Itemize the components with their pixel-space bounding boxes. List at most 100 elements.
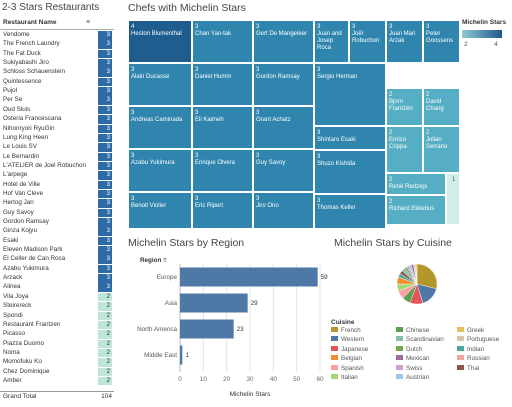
legend-item[interactable]: Russian xyxy=(457,355,490,363)
table-row[interactable]: Vendome 3 xyxy=(0,31,114,40)
table-row[interactable]: Vila Joya 2 xyxy=(0,292,114,302)
table-row[interactable]: Quintessence 3 xyxy=(0,77,114,87)
table-row[interactable]: Nihonryori RyuGin 3 xyxy=(0,124,114,134)
treemap-cell[interactable]: 3 Eli Kaimeh xyxy=(192,106,253,149)
treemap-cell[interactable]: 3 Eric Ripert xyxy=(192,192,253,229)
treemap-cell[interactable]: 3 Sergio Herman xyxy=(314,63,386,126)
table-row[interactable]: The French Laundry 3 xyxy=(0,40,114,49)
treemap-cell[interactable]: 2 Richard Ekkebus xyxy=(386,195,446,225)
bar[interactable] xyxy=(180,319,234,339)
pie-slice[interactable] xyxy=(415,263,418,285)
sort-icon[interactable]: ≡ xyxy=(86,19,91,26)
table-row[interactable]: Piazza Duomo 2 xyxy=(0,339,114,349)
treemap-cell[interactable]: 1 xyxy=(446,173,460,225)
treemap-cell[interactable]: 3 Alain Ducasse xyxy=(128,63,192,106)
table-row[interactable]: Chez Dominique 2 xyxy=(0,367,114,377)
cell-stars: 3 xyxy=(195,153,199,159)
treemap-cell[interactable]: 3 Benoit Violier xyxy=(128,192,192,229)
table-row[interactable]: Noma 2 xyxy=(0,348,114,358)
legend-item[interactable]: French xyxy=(331,327,361,335)
table-row[interactable]: Spondi 2 xyxy=(0,311,114,321)
table-row[interactable]: Per Se 3 xyxy=(0,96,114,105)
treemap-cell[interactable]: 3 Peter Goossens xyxy=(423,20,460,63)
table-row[interactable]: Pujol 3 xyxy=(0,87,114,96)
table-row[interactable]: El Celler de Can Roca 3 xyxy=(0,255,114,264)
pie-slice[interactable] xyxy=(416,263,438,290)
treemap-cell[interactable]: 3 Chan Yan-tak xyxy=(192,20,253,63)
table-row[interactable]: Esaki 3 xyxy=(0,236,114,246)
table-row[interactable]: Schloss Schauenstein 3 xyxy=(0,68,114,77)
legend-item[interactable]: Scandinavian xyxy=(396,336,444,344)
legend-item[interactable]: Italian xyxy=(331,374,358,382)
restaurant-name-header[interactable]: Restaurant Name xyxy=(3,19,57,26)
treemap-cell[interactable]: 3 Azabu Yukimura xyxy=(128,149,192,192)
table-row[interactable]: L'ATELIER de Joel Robuchon 3 xyxy=(0,161,114,171)
table-row[interactable]: L'arpege 3 xyxy=(0,171,114,180)
star-count: 3 xyxy=(98,115,112,124)
treemap-cell[interactable]: 2 Enrico Crippa xyxy=(386,126,423,173)
legend-item[interactable]: Dutch xyxy=(396,345,423,354)
legend-label: Greek xyxy=(467,327,485,334)
table-row[interactable]: The Fat Duck 3 xyxy=(0,49,114,59)
legend-item[interactable]: Austrian xyxy=(396,374,429,382)
data-label: 23 xyxy=(237,326,245,333)
legend-item[interactable]: Chinese xyxy=(396,327,429,335)
table-row[interactable]: Guy Savoy 3 xyxy=(0,208,114,218)
treemap-cell[interactable]: 3 Guy Savoy xyxy=(253,149,314,192)
treemap-cell[interactable]: 3 Thomas Keller xyxy=(314,194,386,229)
bar[interactable] xyxy=(180,293,248,313)
table-row[interactable]: Amber 2 xyxy=(0,376,114,386)
table-row[interactable]: Eleven Madison Park 3 xyxy=(0,246,114,255)
table-row[interactable]: Hotel de Ville 3 xyxy=(0,180,114,190)
table-row[interactable]: Le Louis SV 3 xyxy=(0,143,114,152)
treemap-cell[interactable]: 3 Jiro Ono xyxy=(253,192,314,229)
table-row[interactable]: Hertog Jan 3 xyxy=(0,199,114,208)
legend-item[interactable]: Greek xyxy=(457,327,484,335)
legend-item[interactable]: Belgian xyxy=(331,355,362,363)
treemap-cell[interactable]: 3 Gert De Mangeleer xyxy=(253,20,314,63)
table-row[interactable]: Lung King Heen 3 xyxy=(0,133,114,143)
legend-item[interactable]: Western xyxy=(331,336,364,344)
table-row[interactable]: Gordon Ramsay 3 xyxy=(0,218,114,227)
treemap-cell[interactable]: 2 Julian Serrano xyxy=(423,126,460,173)
table-row[interactable]: Sukiyabashi Jiro 3 xyxy=(0,59,114,68)
table-row[interactable]: Momofuku Ko 2 xyxy=(0,358,114,367)
treemap-cell[interactable]: 3 Juan and Josep Roca xyxy=(314,20,349,63)
legend-item[interactable]: Spanish xyxy=(331,364,364,373)
treemap-cell[interactable]: 2 Bjorn Frantzén xyxy=(386,88,423,126)
table-row[interactable]: Hof Van Cleve 3 xyxy=(0,189,114,199)
treemap-cell[interactable]: 3 Daniel Humm xyxy=(192,63,253,106)
table-row[interactable]: Le Bernardin 3 xyxy=(0,152,114,162)
table-row[interactable]: Ginza Kojyu 3 xyxy=(0,227,114,236)
table-row[interactable]: Picasso 2 xyxy=(0,330,114,339)
table-row[interactable]: Osteria Francescana 3 xyxy=(0,115,114,124)
treemap-cell[interactable]: 3 Juan Mari Arzak xyxy=(386,20,423,63)
treemap-cell[interactable]: 3 Andreas Caminada xyxy=(128,106,192,149)
treemap-cell[interactable]: 2 David Chang xyxy=(423,88,460,126)
table-row[interactable]: Steirereck 2 xyxy=(0,302,114,311)
legend-item[interactable]: Swiss xyxy=(396,364,422,373)
treemap-cell[interactable]: 4 Heston Blumenthal xyxy=(128,20,192,63)
table-row[interactable]: Alinea 3 xyxy=(0,283,114,292)
legend-item[interactable]: Mexican xyxy=(396,355,429,363)
filter-icon[interactable]: ≡ xyxy=(163,257,167,264)
legend-item[interactable]: Portuguese xyxy=(457,336,499,344)
table-row[interactable]: Restaurant Frantzen 2 xyxy=(0,320,114,330)
table-row[interactable]: Oud Sluis 3 xyxy=(0,105,114,115)
treemap-cell[interactable]: 3 Gordon Ramsay xyxy=(253,63,314,106)
treemap-cell[interactable]: 3 Enrique Olvera xyxy=(192,149,253,192)
legend-item[interactable]: Indian xyxy=(457,345,484,354)
treemap-cell[interactable]: 3 Grant Achatz xyxy=(253,106,314,149)
region-filter-label[interactable]: Region ≡ xyxy=(140,257,167,264)
bar[interactable] xyxy=(180,345,183,365)
bar[interactable] xyxy=(180,267,318,287)
legend-item[interactable]: Thai xyxy=(457,364,479,373)
legend-item[interactable]: Japanese xyxy=(331,345,368,354)
treemap-cell[interactable]: 3 Shintaro Esaki xyxy=(314,126,386,150)
table-row[interactable]: Arzack 3 xyxy=(0,274,114,283)
treemap-cell[interactable]: 2 René Redzepi xyxy=(386,173,446,195)
table-row[interactable]: Azabu Yukimura 3 xyxy=(0,264,114,274)
treemap-cell[interactable]: 3 Shuzo Kishida xyxy=(314,150,386,194)
legend-label: Dutch xyxy=(406,345,423,353)
treemap-cell[interactable]: 3 Joël Robuchon xyxy=(349,20,386,63)
